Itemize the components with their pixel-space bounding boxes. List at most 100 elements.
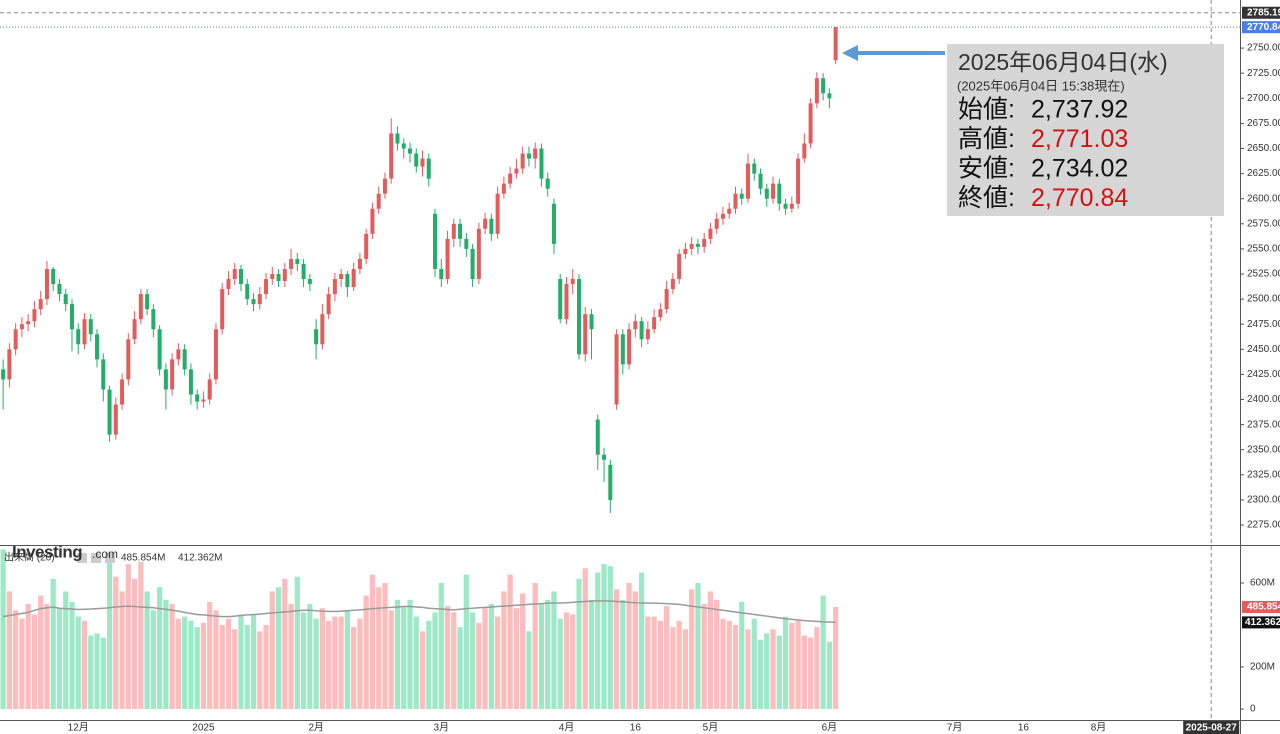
- ma-legend-value: 412.362M: [178, 553, 222, 564]
- arrow-head: [842, 45, 858, 61]
- y-tick-label: 2475.00: [1247, 319, 1280, 330]
- volume-bar: [595, 572, 601, 709]
- volume-bar: [207, 601, 213, 709]
- candle-body: [658, 309, 663, 318]
- volume-bar: [638, 572, 645, 709]
- volume-bar: [645, 616, 651, 709]
- candle-body: [733, 193, 738, 209]
- candle-body: [783, 203, 788, 209]
- candle-body: [652, 317, 657, 330]
- volume-bar: [300, 612, 307, 709]
- volume-bar: [94, 633, 100, 709]
- volume-bar: [689, 589, 695, 709]
- candle-body: [88, 319, 93, 335]
- volume-bar: [507, 574, 513, 709]
- x-tick-label: 16: [630, 723, 642, 734]
- volume-bar: [219, 625, 225, 709]
- candle-body: [483, 218, 488, 229]
- candle-body: [13, 329, 18, 350]
- volume-bar: [169, 604, 175, 709]
- volume-legend: 出来高 (20) 485.854M 412.362M: [4, 551, 222, 564]
- volume-bar: [438, 583, 444, 709]
- volume-bar: [19, 618, 25, 709]
- volume-bar: [81, 620, 88, 709]
- volume-bar: [482, 608, 488, 709]
- legend-icon: [105, 553, 115, 563]
- candle-body: [451, 223, 456, 239]
- volume-bar: [469, 612, 476, 709]
- volume-axis-label: 485.854M: [1247, 602, 1280, 613]
- candle-body: [245, 284, 250, 300]
- candle-body: [445, 238, 450, 280]
- candle-body: [771, 183, 776, 199]
- volume-bar: [75, 616, 81, 709]
- volume-bar: [269, 591, 275, 709]
- crosshair-x-tag: [1183, 721, 1240, 734]
- candle-body: [251, 299, 256, 305]
- crosshair-y-tag: [1242, 6, 1280, 19]
- crosshair-y-label: 2785.19: [1247, 7, 1280, 18]
- candle-body: [370, 208, 375, 234]
- candle-body: [357, 258, 362, 269]
- candle-body: [714, 218, 719, 229]
- candle-body: [95, 334, 100, 360]
- info-subtitle: (2025年06月04日 15:38現在): [957, 78, 1125, 93]
- volume-bar: [463, 574, 469, 709]
- volume-bar: [789, 622, 795, 709]
- volume-bar: [726, 620, 732, 709]
- candle-body: [670, 279, 675, 290]
- candle-body: [620, 334, 625, 365]
- volume-bar: [294, 576, 300, 709]
- y-tick-label: 2675.00: [1247, 118, 1280, 129]
- candle-body: [176, 349, 181, 360]
- y-tick-label: 2625.00: [1247, 168, 1280, 179]
- volume-bar: [138, 562, 144, 709]
- y-tick-label: 2350.00: [1247, 444, 1280, 455]
- volume-bar: [664, 606, 670, 709]
- candle-body: [583, 314, 588, 355]
- volume-bar: [488, 604, 494, 709]
- candle-body: [645, 329, 650, 340]
- volume-bar: [288, 604, 294, 709]
- volume-bar: [833, 606, 839, 709]
- candle-body: [376, 193, 381, 209]
- volume-bar: [576, 578, 582, 709]
- volume-bar: [532, 583, 538, 709]
- volume-bar: [495, 616, 501, 709]
- volume-bar: [382, 583, 388, 709]
- candle-body: [720, 213, 725, 219]
- volume-bar: [250, 614, 257, 709]
- candle-body: [382, 178, 387, 194]
- volume-bar: [551, 591, 557, 709]
- candle-body: [44, 268, 49, 300]
- x-tick-label: 5月: [703, 722, 719, 734]
- candle-body: [57, 284, 62, 295]
- candle-body: [833, 27, 838, 61]
- volume-bar: [213, 610, 219, 709]
- volume-bar: [732, 625, 739, 709]
- candle-body: [301, 263, 306, 280]
- candle-body: [614, 334, 619, 405]
- logo: Investing: [12, 542, 82, 561]
- x-tick-label: 3月: [434, 722, 450, 734]
- last-price-label: 2770.84: [1247, 22, 1280, 33]
- info-label: 安値:: [958, 155, 1015, 183]
- volume-bar: [157, 587, 163, 709]
- candle-body: [727, 208, 732, 214]
- volume-bar: [557, 618, 563, 709]
- volume-bar: [332, 616, 338, 709]
- volume-tag: [1242, 600, 1280, 613]
- candle-body: [132, 319, 137, 340]
- volume-bar: [670, 627, 676, 709]
- candle-body: [821, 78, 826, 94]
- volume-bar: [782, 616, 789, 709]
- candle-body: [389, 133, 394, 179]
- last-price-tag: [1242, 21, 1280, 34]
- info-label: 終値:: [958, 184, 1015, 212]
- candle-body: [777, 183, 782, 204]
- volume-bar: [714, 599, 720, 709]
- candle-body: [19, 324, 24, 330]
- candle-body: [489, 218, 494, 234]
- volume-bar: [501, 591, 507, 709]
- candle-body: [764, 188, 769, 199]
